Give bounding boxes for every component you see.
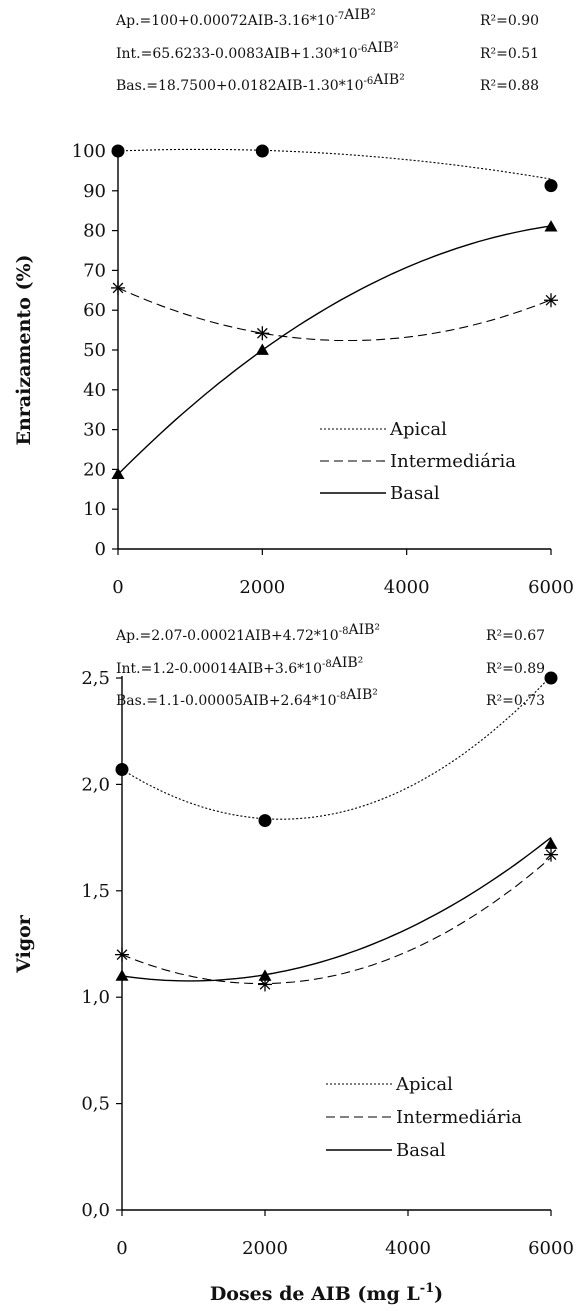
chart-2: Ap.=2.07-0.00021AIB+4.72*10-8AIB² R²=0.67… [13, 622, 574, 1305]
series-line [117, 287, 552, 342]
series-apical [111, 144, 558, 193]
equation-label: Int.=1.2-0.00014AIB+3.6*10-8AIB² [116, 655, 363, 677]
x-tick-label: 0 [112, 577, 123, 598]
series-basal [115, 836, 558, 982]
series-intermediária [115, 847, 558, 992]
y-tick-label: 1,0 [81, 987, 110, 1008]
equation-label: Bas.=18.7500+0.0182AIB-1.30*10-6AIB² [116, 72, 405, 94]
r-squared-label: R²=0.90 [480, 13, 539, 29]
y-axis-title: Enraizamento (%) [13, 254, 35, 445]
legend: Apical Intermediária Basal [320, 419, 516, 504]
data-point [255, 343, 269, 355]
x-tick-label: 2000 [239, 577, 285, 598]
series-line [121, 675, 552, 820]
data-point [255, 144, 269, 158]
data-point [544, 179, 558, 193]
data-point [111, 467, 125, 480]
y-tick-label: 40 [83, 380, 106, 401]
y-tick-label: 90 [83, 181, 106, 202]
legend-label: Apical [395, 1074, 453, 1095]
data-point [544, 671, 558, 685]
y-tick-label: 0,0 [81, 1200, 110, 1221]
data-point [115, 763, 129, 777]
r-squared-label: R²=0.89 [486, 661, 545, 677]
r-squared-label: R²=0.51 [480, 46, 539, 62]
x-tick-label: 4000 [385, 1238, 431, 1259]
x-tick-label: 2000 [242, 1238, 288, 1259]
y-tick-label: 2,5 [81, 668, 110, 689]
data-point [111, 144, 125, 158]
series-basal [111, 220, 558, 480]
y-tick-label: 0 [95, 539, 106, 560]
y-tick-label: 0,5 [81, 1094, 110, 1115]
legend-label: Intermediária [390, 451, 516, 472]
x-axis-title: Doses de AIB (mg L-1) [210, 1281, 443, 1305]
legend: Apical Intermediária Basal [326, 1074, 522, 1161]
y-tick-label: 80 [83, 221, 106, 242]
data-point [544, 293, 558, 308]
r-squared-label: R²=0.73 [486, 693, 545, 709]
legend-label: Intermediária [396, 1107, 522, 1128]
data-point [255, 326, 270, 341]
equation-label: Bas.=1.1-0.00005AIB+2.64*10-8AIB² [116, 687, 378, 709]
series-line [117, 225, 552, 475]
x-tick-label: 6000 [528, 1238, 574, 1259]
r-squared-label: R²=0.67 [486, 628, 545, 644]
y-tick-label: 10 [83, 499, 106, 520]
equation-label: Ap.=2.07-0.00021AIB+4.72*10-8AIB² [115, 622, 380, 644]
series-line [117, 148, 552, 180]
series-apical [115, 671, 558, 828]
series-line [121, 857, 552, 985]
y-tick-label: 70 [83, 260, 106, 281]
data-point [115, 947, 129, 962]
x-tick-label: 0 [116, 1238, 127, 1259]
y-tick-label: 30 [83, 420, 106, 441]
data-point [544, 847, 558, 862]
data-point [544, 220, 558, 232]
legend-label: Basal [396, 1140, 446, 1161]
y-axis-title: Vigor [13, 914, 35, 974]
data-point [115, 969, 129, 981]
legend-label: Apical [389, 419, 447, 440]
equation-label: Ap.=100+0.00072AIB-3.16*10-7AIB² [115, 7, 376, 29]
series-line [121, 836, 552, 982]
y-tick-label: 50 [83, 340, 106, 361]
chart-1: Ap.=100+0.00072AIB-3.16*10-7AIB² R²=0.90 I… [13, 7, 574, 598]
data-point [258, 814, 272, 828]
y-tick-label: 2,0 [81, 774, 110, 795]
y-tick-label: 100 [72, 141, 106, 162]
y-tick-label: 60 [83, 300, 106, 321]
equation-label: Int.=65.6233-0.0083AIB+1.30*10-6AIB² [116, 40, 399, 62]
y-tick-label: 1,5 [81, 881, 110, 902]
series-intermediária [111, 280, 558, 342]
y-tick-label: 20 [83, 459, 106, 480]
data-point [111, 280, 125, 295]
data-point [258, 969, 272, 981]
data-point [544, 837, 558, 849]
r-squared-label: R²=0.88 [480, 78, 539, 94]
x-tick-label: 6000 [528, 577, 574, 598]
x-tick-label: 4000 [384, 577, 430, 598]
legend-label: Basal [390, 483, 440, 504]
